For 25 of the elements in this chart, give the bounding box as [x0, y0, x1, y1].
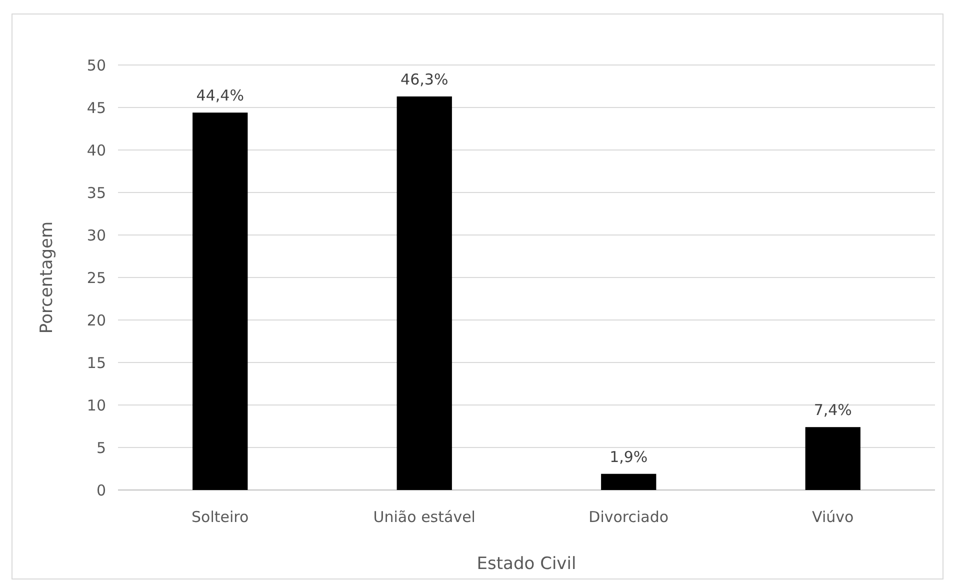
x-axis-title: Estado Civil [476, 554, 576, 574]
x-tick-label: União estável [373, 508, 476, 526]
y-tick-label: 40 [86, 141, 106, 160]
x-tick-label: Divorciado [588, 508, 669, 526]
y-tick-label: 0 [96, 481, 106, 500]
bar [601, 474, 656, 490]
bar [396, 96, 452, 490]
y-tick-label: 15 [86, 354, 106, 372]
data-label: 1,9% [610, 448, 648, 466]
y-axis-title: Porcentagem [37, 221, 57, 334]
bar [192, 112, 248, 490]
x-tick-label: Viúvo [812, 508, 854, 526]
y-tick-label: 20 [86, 311, 106, 330]
data-label: 46,3% [400, 70, 448, 88]
x-tick-label: Solteiro [192, 508, 249, 526]
data-label: 7,4% [814, 401, 852, 420]
y-tick-label: 25 [86, 268, 106, 287]
y-tick-label: 35 [86, 184, 106, 202]
data-label: 44,4% [196, 86, 244, 105]
bar [805, 427, 860, 490]
y-tick-label: 5 [96, 438, 106, 457]
y-tick-label: 10 [86, 396, 106, 414]
y-tick-label: 50 [86, 56, 106, 74]
y-tick-label: 45 [86, 98, 106, 117]
y-tick-label: 30 [86, 226, 106, 244]
